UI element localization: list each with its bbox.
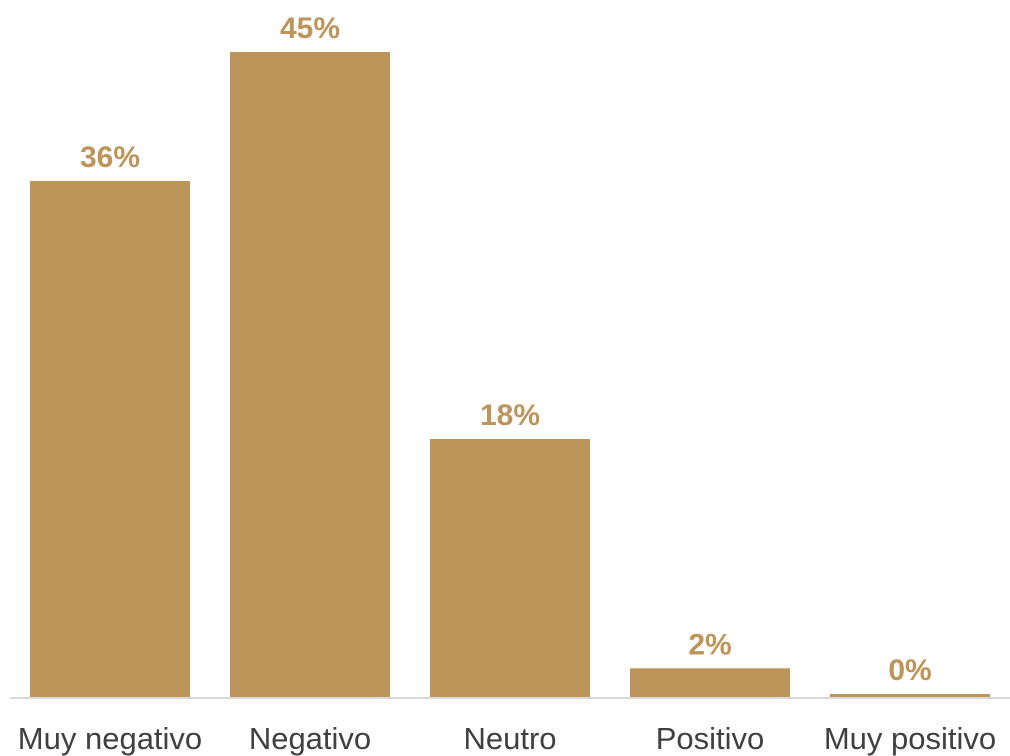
- bar-positivo: [630, 668, 790, 697]
- category-tick-label: Muy positivo: [824, 721, 996, 756]
- value-labels-group: 36% 45% 18% 2% 0%: [80, 12, 932, 687]
- bars-group: [30, 52, 990, 697]
- data-label: 18%: [480, 399, 540, 432]
- category-tick-label: Muy negativo: [18, 721, 202, 756]
- category-labels-group: Muy negativo Negativo Neutro Positivo Muy po…: [18, 721, 996, 756]
- data-label: 2%: [688, 628, 731, 661]
- category-tick-label: Positivo: [656, 721, 765, 756]
- bar-negativo: [230, 52, 390, 697]
- category-tick-label: Negativo: [249, 721, 371, 756]
- bar-muy-positivo: [830, 694, 990, 697]
- bar-neutro: [430, 439, 590, 697]
- data-label: 36%: [80, 141, 140, 174]
- bar-muy-negativo: [30, 181, 190, 697]
- data-label: 0%: [888, 654, 931, 687]
- data-label: 45%: [280, 12, 340, 45]
- category-tick-label: Neutro: [463, 721, 556, 756]
